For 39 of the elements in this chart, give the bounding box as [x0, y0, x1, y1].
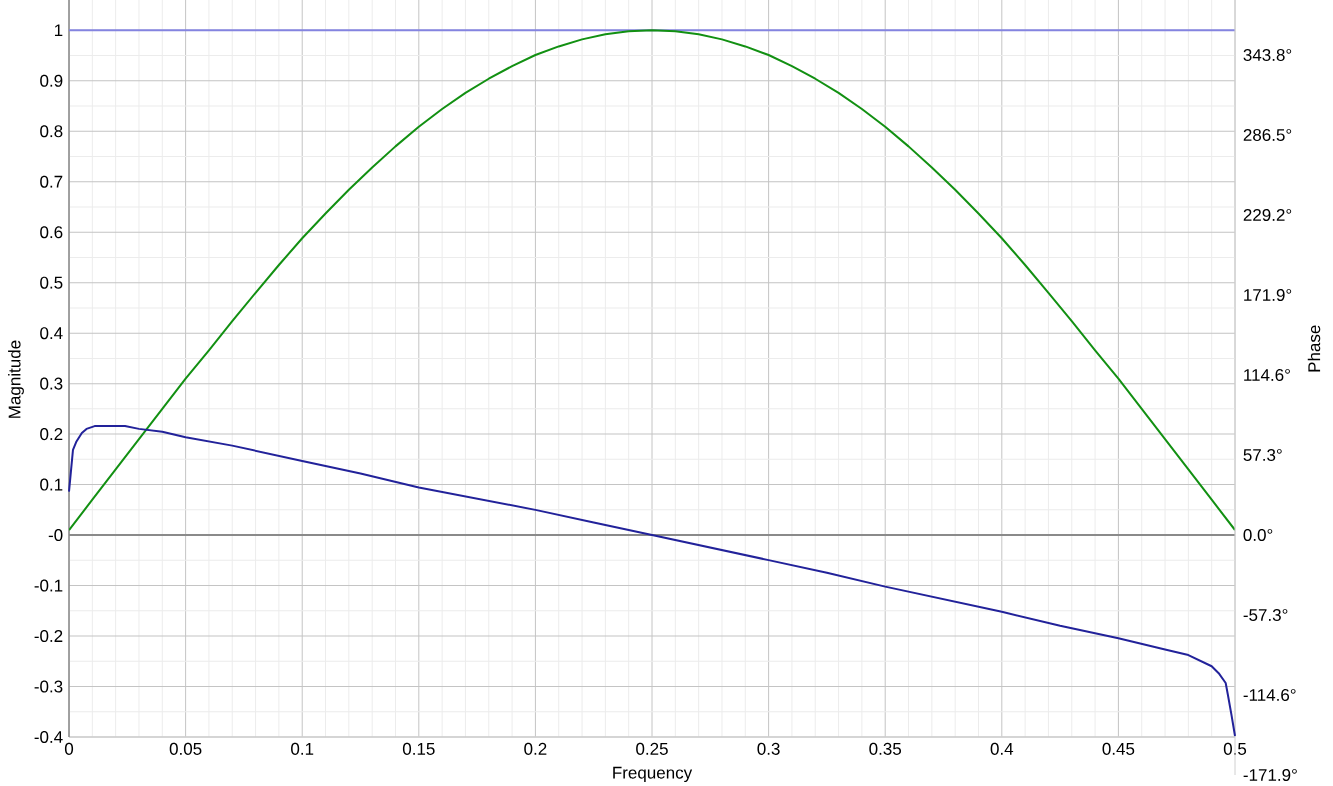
y-tick-label: 0.6	[40, 226, 63, 239]
x-tick-label: 0.5	[1223, 742, 1247, 755]
y-tick-label: 0.3	[40, 377, 63, 390]
y2-tick-label: -57.3°	[1243, 608, 1288, 622]
x-tick-label: 0.15	[402, 742, 435, 755]
y-tick-label: -0	[48, 529, 63, 542]
x-tick-label: 0.2	[524, 742, 547, 755]
y-tick-label: -0.3	[34, 680, 63, 693]
y-tick-label: -0.4	[34, 730, 63, 744]
y-tick-label: 0.2	[40, 428, 63, 441]
x-tick-label: 0.4	[990, 742, 1014, 755]
y2-tick-label: 343.8°	[1243, 48, 1292, 62]
x-tick-label: 0.3	[757, 742, 780, 755]
y-tick-label: 0.9	[40, 74, 63, 87]
y2-tick-label: -114.6°	[1243, 688, 1296, 702]
y-tick-label: 1	[54, 24, 63, 37]
y-tick-label: -0.1	[34, 579, 63, 592]
x-tick-label: 0	[64, 742, 74, 755]
x-axis-title: Frequency	[613, 766, 693, 783]
y-tick-label: 0.1	[40, 478, 63, 491]
y-tick-label: 0.8	[40, 125, 63, 138]
x-tick-label: 0.05	[169, 742, 202, 755]
y2-tick-label: 229.2°	[1243, 208, 1292, 222]
y-tick-label: 0.5	[40, 276, 63, 289]
y-tick-label: -0.2	[34, 630, 63, 643]
y-tick-label: 0.7	[40, 175, 63, 188]
y2-tick-label: 286.5°	[1243, 128, 1292, 142]
y-tick-label: 0.4	[40, 327, 63, 340]
x-tick-label: 0.25	[636, 742, 668, 755]
x-tick-label: 0.35	[869, 742, 902, 755]
x-tick-label: 0.1	[291, 742, 314, 755]
y2-tick-label: 57.3°	[1243, 448, 1282, 462]
y2-tick-label: 0.0°	[1243, 528, 1273, 542]
y2-tick-label: 114.6°	[1244, 368, 1290, 382]
y-axis-title: Magnitude	[8, 340, 24, 418]
y2-tick-label: -171.9°	[1243, 768, 1297, 782]
x-tick-label: 0.45	[1102, 742, 1135, 755]
y2-axis-title: Phase	[1307, 325, 1321, 372]
y2-tick-label: 171.9°	[1244, 288, 1292, 302]
